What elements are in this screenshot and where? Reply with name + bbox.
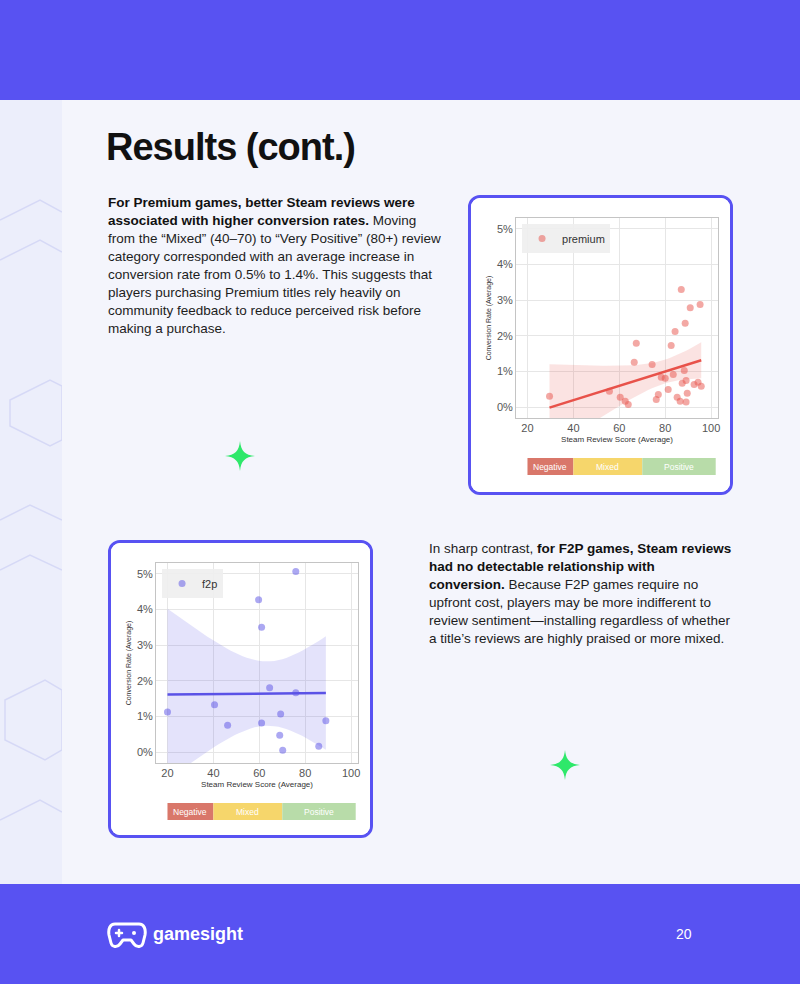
svg-text:f2p: f2p: [202, 578, 217, 590]
svg-text:40: 40: [567, 422, 579, 434]
svg-text:80: 80: [659, 422, 671, 434]
svg-text:Mixed: Mixed: [236, 807, 259, 817]
svg-text:Steam Review Score (Average): Steam Review Score (Average): [201, 780, 313, 789]
html-text:In sharp contrast, for F2P gam: In sharp contrast, for F2P games, Steam …: [429, 541, 732, 646]
svg-text:Steam Review Score (Average): Steam Review Score (Average): [561, 435, 673, 444]
html-text:For Premium games, better Stea: For Premium games, better Steam reviews …: [108, 195, 441, 336]
svg-text:0%: 0%: [137, 746, 153, 758]
svg-text:Negative: Negative: [533, 462, 567, 472]
svg-text:100: 100: [342, 767, 360, 779]
svg-text:4%: 4%: [137, 603, 153, 615]
svg-text:premium: premium: [562, 233, 605, 245]
svg-text:40: 40: [207, 767, 219, 779]
svg-text:Conversion Rate (Average): Conversion Rate (Average): [485, 276, 493, 361]
svg-text:Mixed: Mixed: [596, 462, 619, 472]
svg-text:60: 60: [613, 422, 625, 434]
svg-text:3%: 3%: [497, 294, 513, 306]
svg-text:4%: 4%: [497, 258, 513, 270]
svg-text:20: 20: [161, 767, 173, 779]
svg-text:3%: 3%: [137, 639, 153, 651]
svg-text:1%: 1%: [137, 710, 153, 722]
html-text:20: 20: [676, 926, 692, 942]
svg-text:2%: 2%: [497, 330, 513, 342]
svg-text:1%: 1%: [497, 365, 513, 377]
svg-text:Negative: Negative: [173, 807, 207, 817]
svg-text:80: 80: [299, 767, 311, 779]
html-text:gamesight: gamesight: [153, 924, 243, 944]
svg-text:Conversion Rate (Average): Conversion Rate (Average): [125, 621, 133, 706]
svg-text:5%: 5%: [137, 568, 153, 580]
svg-text:100: 100: [702, 422, 720, 434]
svg-text:20: 20: [521, 422, 533, 434]
svg-text:0%: 0%: [497, 401, 513, 413]
svg-text:60: 60: [253, 767, 265, 779]
svg-text:Positive: Positive: [664, 462, 694, 472]
svg-text:5%: 5%: [497, 223, 513, 235]
svg-text:2%: 2%: [137, 675, 153, 687]
svg-text:Positive: Positive: [304, 807, 334, 817]
html-text:Results (cont.): Results (cont.): [106, 126, 355, 168]
